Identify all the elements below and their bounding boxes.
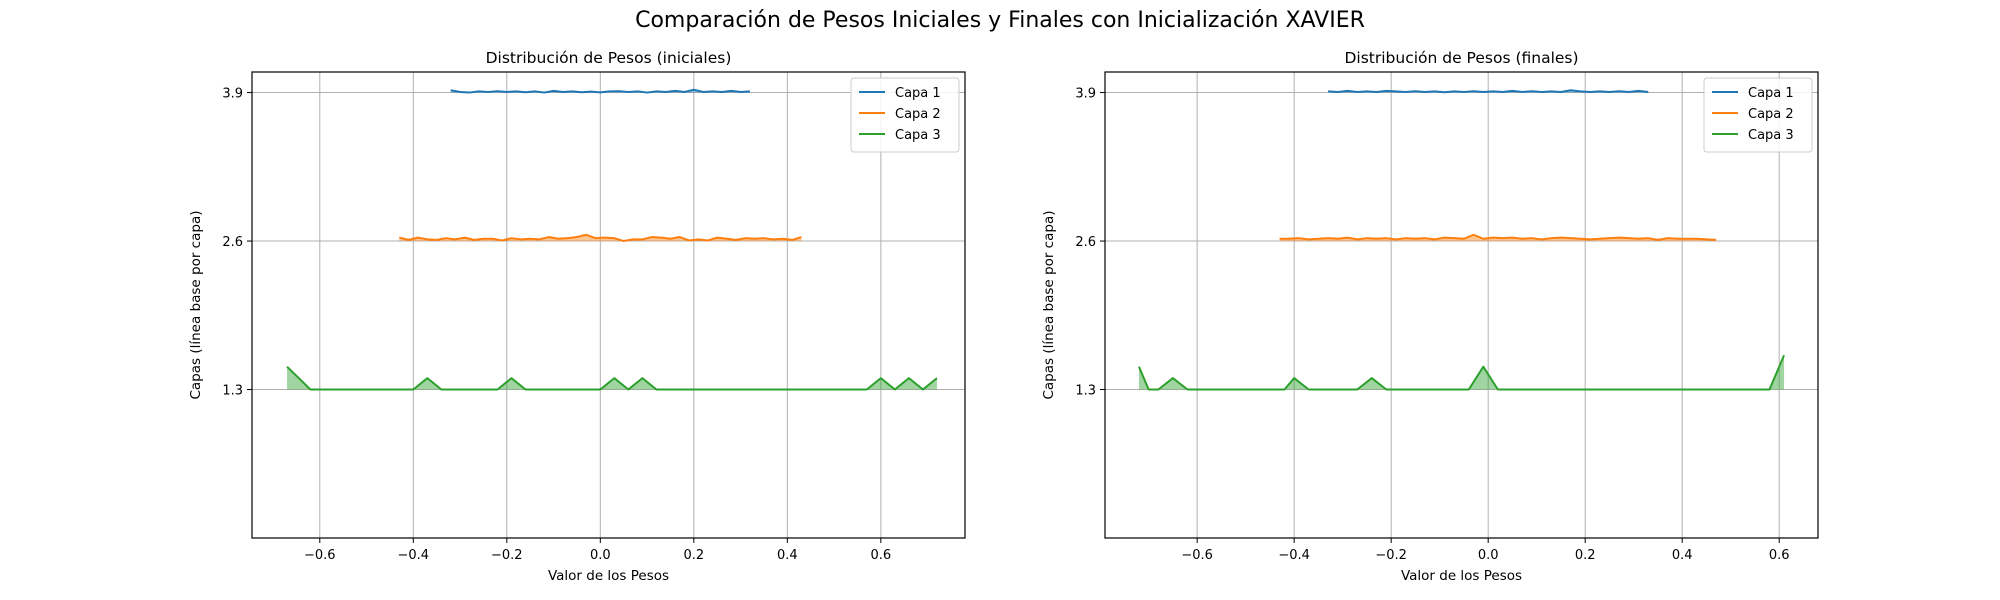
legend-label-capa-2: Capa 2 [1748, 107, 1794, 122]
y-tick-label: 1.3 [1075, 384, 1096, 399]
legend-label-capa-1: Capa 1 [1748, 86, 1794, 101]
series-line-capa-2 [399, 233, 802, 243]
series-line-capa-1 [1328, 89, 1649, 94]
y-tick-label: 3.9 [1075, 87, 1096, 102]
axes-frame [251, 71, 966, 539]
legend-label-capa-2: Capa 2 [895, 107, 941, 122]
legend-label-capa-1: Capa 1 [895, 86, 941, 101]
x-tick-label: −0.6 [304, 548, 336, 563]
x-tick-label: −0.2 [1375, 548, 1407, 563]
x-tick-label: 0.0 [1478, 548, 1499, 563]
figure-title: Comparación de Pesos Iniciales y Finales… [635, 8, 1365, 33]
x-tick-label: −0.2 [491, 548, 523, 563]
series-line-capa-3 [286, 365, 938, 391]
y-axis-label: Capas (línea base por capa) [1041, 210, 1057, 399]
x-tick-label: 0.4 [777, 548, 798, 563]
series-line-capa-1 [450, 88, 750, 94]
series-line-capa-2 [1279, 233, 1717, 241]
x-axis-label: Valor de los Pesos [1401, 568, 1522, 584]
series-line-capa-3 [1138, 354, 1785, 391]
x-axis-label: Valor de los Pesos [548, 568, 669, 584]
x-tick-label: 0.6 [1769, 548, 1790, 563]
x-tick-label: 0.6 [870, 548, 891, 563]
x-tick-label: 0.2 [1575, 548, 1596, 563]
right-subplot: −0.6 −0.4 −0.2 0.0 0.2 0.4 0.6 1.3 2.6 3.9 Distrib… [1041, 49, 1819, 584]
series-area-capa-3 [287, 366, 937, 390]
x-tick-label: 0.0 [590, 548, 611, 563]
legend: Capa 1 Capa 2 Capa 3 [1703, 77, 1813, 153]
x-tick-label: 0.2 [683, 548, 704, 563]
left-subplot: −0.6 −0.4 −0.2 0.0 0.2 0.4 0.6 1.3 2.6 3.9 Distrib… [188, 49, 966, 584]
x-tick-label: −0.4 [398, 548, 430, 563]
x-tick-label: 0.4 [1672, 548, 1693, 563]
subplot-title: Distribución de Pesos (finales) [1344, 49, 1578, 67]
series-area-capa-3 [1138, 355, 1785, 390]
y-tick-label: 2.6 [222, 235, 243, 250]
subplot-title: Distribución de Pesos (iniciales) [486, 49, 732, 67]
y-tick-label: 2.6 [1075, 235, 1096, 250]
y-tick-label: 3.9 [222, 87, 243, 102]
x-tick-label: −0.6 [1181, 548, 1213, 563]
legend-label-capa-3: Capa 3 [1748, 128, 1794, 143]
y-tick-label: 1.3 [222, 384, 243, 399]
y-axis-label: Capas (línea base por capa) [188, 210, 204, 399]
legend-label-capa-3: Capa 3 [895, 128, 941, 143]
legend: Capa 1 Capa 2 Capa 3 [850, 77, 960, 153]
x-tick-label: −0.4 [1278, 548, 1310, 563]
axes-frame [1104, 71, 1819, 539]
